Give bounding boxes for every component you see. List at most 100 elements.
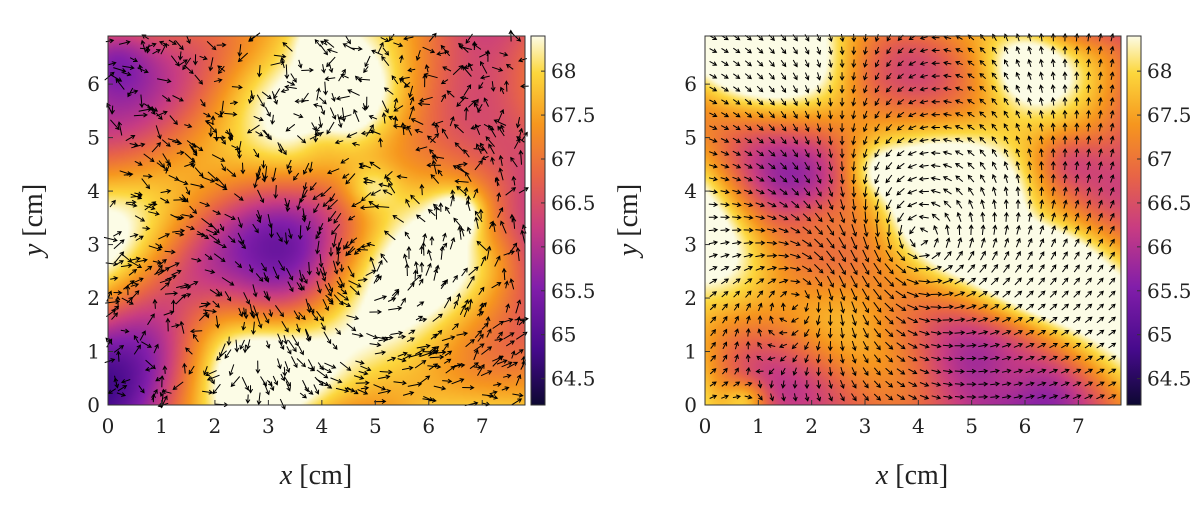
- quiver-arrow: [1050, 264, 1057, 273]
- quiver-arrow: [709, 86, 718, 92]
- quiver-arrow: [322, 266, 327, 277]
- quiver-arrow: [184, 162, 195, 167]
- quiver-arrow: [480, 74, 490, 80]
- quiver-arrow: [804, 46, 810, 55]
- quiver-arrow: [178, 51, 183, 61]
- quiver-arrow: [967, 162, 975, 170]
- quiver-arrow: [297, 59, 303, 69]
- quiver-arrow: [1049, 290, 1058, 298]
- quiver-arrow: [931, 382, 942, 387]
- quiver-arrow: [838, 249, 846, 263]
- quiver-arrow: [1039, 212, 1045, 222]
- quiver-arrow: [374, 295, 388, 301]
- quiver-arrow: [290, 73, 297, 83]
- quiver-arrow: [159, 388, 165, 398]
- quiver-arrow: [919, 138, 929, 143]
- quiver-arrow: [520, 229, 526, 244]
- quiver-arrow: [851, 380, 857, 389]
- quiver-arrow: [755, 265, 766, 271]
- quiver-arrow: [1109, 45, 1115, 55]
- quiver-arrow: [298, 311, 306, 321]
- quiver-arrow: [507, 361, 519, 369]
- quiver-arrow: [896, 381, 906, 388]
- quiver-arrow: [873, 249, 881, 263]
- quiver-arrow: [486, 245, 492, 260]
- quiver-arrow: [478, 286, 485, 296]
- quiver-arrow: [213, 240, 227, 249]
- quiver-arrow: [826, 263, 835, 275]
- quiver-arrow: [224, 131, 234, 137]
- quiver-arrow: [423, 72, 438, 79]
- quiver-arrow: [442, 232, 447, 242]
- quiver-arrow: [873, 288, 882, 301]
- quiver-arrow: [414, 128, 423, 134]
- quiver-arrow: [192, 54, 198, 66]
- quiver-arrow: [1049, 381, 1059, 387]
- quiver-arrow: [1050, 135, 1056, 145]
- quiver-arrow: [722, 341, 728, 350]
- quiver-arrow: [732, 189, 742, 195]
- x-tick-label: 0: [699, 414, 712, 438]
- quiver-arrow: [839, 136, 845, 146]
- quiver-arrow: [804, 59, 810, 68]
- quiver-arrow: [954, 73, 964, 79]
- quiver-arrow: [429, 235, 435, 246]
- quiver-arrow: [816, 72, 822, 81]
- quiver-arrow: [419, 261, 425, 273]
- quiver-arrow: [906, 291, 919, 298]
- quiver-arrow: [391, 75, 399, 85]
- quiver-arrow: [1027, 173, 1033, 184]
- quiver-arrow: [1097, 225, 1103, 235]
- quiver-arrow: [732, 137, 741, 143]
- quiver-arrow: [768, 149, 776, 157]
- quiver-arrow: [204, 253, 213, 261]
- quiver-arrow: [839, 174, 845, 185]
- quiver-arrow: [153, 343, 159, 354]
- quiver-arrow: [206, 41, 217, 51]
- quiver-arrow: [408, 85, 414, 99]
- quiver-arrow: [766, 240, 778, 246]
- quiver-arrow: [239, 339, 245, 350]
- quiver-arrow: [734, 328, 739, 337]
- quiver-arrow: [826, 225, 835, 236]
- quiver-arrow: [125, 202, 138, 208]
- quiver-arrow: [165, 274, 177, 281]
- quiver-arrow: [802, 213, 812, 222]
- quiver-arrow: [768, 111, 775, 119]
- quiver-arrow: [320, 186, 332, 198]
- quiver-arrow: [885, 149, 893, 158]
- quiver-arrow: [261, 91, 272, 100]
- quiver-arrow: [1039, 71, 1044, 80]
- quiver-arrow: [839, 161, 845, 172]
- quiver-arrow: [1015, 110, 1021, 119]
- quiver-arrow: [293, 310, 300, 321]
- quiver-arrow: [942, 176, 952, 182]
- quiver-arrow: [1108, 264, 1116, 273]
- quiver-arrow: [393, 380, 407, 386]
- quiver-arrow: [839, 123, 845, 133]
- quiver-arrow: [769, 393, 775, 402]
- quiver-arrow: [444, 350, 453, 357]
- quiver-arrow: [734, 354, 739, 363]
- quiver-arrow: [354, 75, 362, 83]
- quiver-arrow: [463, 106, 469, 121]
- quiver-arrow: [296, 358, 307, 368]
- quiver-arrow: [778, 227, 789, 233]
- quiver-arrow: [768, 136, 776, 144]
- quiver-arrow: [1108, 381, 1117, 387]
- quiver-arrow: [242, 344, 248, 354]
- quiver-arrow: [185, 186, 191, 196]
- quiver-arrow: [862, 123, 868, 133]
- quiver-arrow: [347, 89, 360, 96]
- quiver-arrow: [1039, 84, 1044, 93]
- quiver-arrow: [710, 316, 717, 324]
- quiver-arrow: [427, 364, 442, 370]
- quiver-arrow: [477, 363, 485, 376]
- quiver-arrow: [1096, 329, 1105, 336]
- quiver-arrow: [216, 42, 227, 48]
- quiver-arrow: [980, 174, 986, 183]
- quiver-arrow: [839, 340, 845, 352]
- quiver-arrow: [908, 86, 917, 92]
- quiver-arrow: [199, 201, 211, 207]
